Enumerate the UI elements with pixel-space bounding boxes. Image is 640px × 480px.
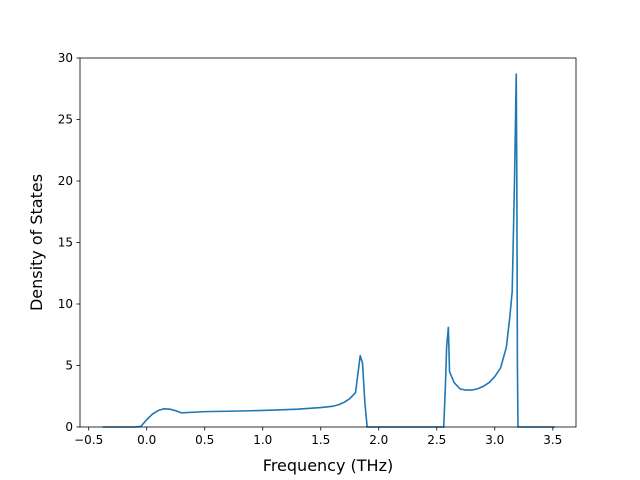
x-tick-label: 0.0 bbox=[137, 433, 156, 447]
x-axis-ticks: −0.5 0.0 0.5 1.0 1.5 2.0 2.5 3.0 3.5 bbox=[74, 427, 562, 447]
x-tick-label: −0.5 bbox=[74, 433, 103, 447]
x-tick-label: 3.0 bbox=[485, 433, 504, 447]
x-tick-label: 1.0 bbox=[253, 433, 272, 447]
x-tick-label: 2.5 bbox=[427, 433, 446, 447]
x-tick-label: 0.5 bbox=[195, 433, 214, 447]
y-tick-label: 25 bbox=[58, 113, 73, 127]
y-tick-label: 5 bbox=[65, 359, 73, 373]
y-tick-label: 0 bbox=[65, 420, 73, 434]
x-tick-label: 1.5 bbox=[311, 433, 330, 447]
y-axis-ticks: 0 5 10 15 20 25 30 bbox=[58, 51, 80, 434]
y-axis-title: Density of States bbox=[27, 174, 46, 311]
plot-frame bbox=[79, 57, 577, 428]
y-tick-label: 10 bbox=[58, 297, 73, 311]
x-axis-title: Frequency (THz) bbox=[263, 456, 393, 475]
y-tick-label: 30 bbox=[58, 51, 73, 65]
y-tick-label: 15 bbox=[58, 236, 73, 250]
y-tick-label: 20 bbox=[58, 174, 73, 188]
plot-area bbox=[80, 58, 576, 427]
x-tick-label: 3.5 bbox=[543, 433, 562, 447]
x-tick-label: 2.0 bbox=[369, 433, 388, 447]
